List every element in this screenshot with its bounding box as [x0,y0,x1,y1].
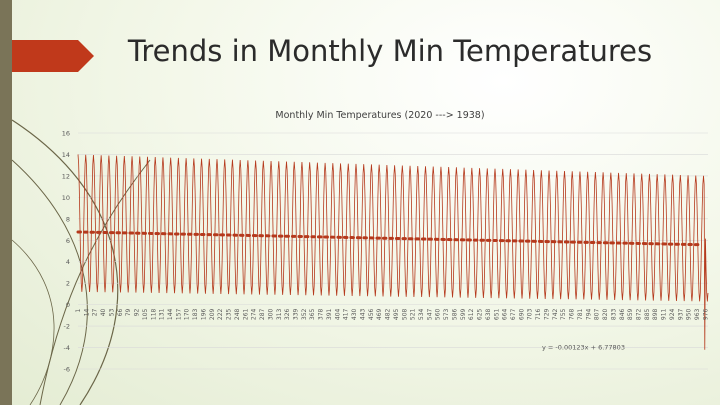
x-tick-label: 820 [602,308,609,320]
x-tick-label: 937 [677,308,684,320]
x-tick-label: 807 [594,308,601,320]
x-tick-label: 105 [142,308,149,320]
x-tick-label: 79 [125,308,132,316]
y-tick-label: -6 [64,366,70,374]
slide-title: Trends in Monthly Min Temperatures [127,34,653,68]
x-tick-label: 560 [435,308,442,320]
x-tick-label: 144 [167,308,174,320]
x-tick-label: 469 [376,308,383,320]
x-tick-label: 755 [560,308,567,320]
x-tick-label: 885 [644,308,651,320]
x-tick-label: 365 [309,308,316,320]
x-tick-label: 976 [702,308,709,320]
x-tick-label: 300 [267,308,274,320]
x-tick-label: 508 [401,308,408,320]
trendline [76,230,704,247]
y-tick-label: 12 [62,172,70,180]
x-tick-label: 963 [694,308,701,320]
chart-title: Monthly Min Temperatures (2020 ---> 1938… [275,110,485,121]
y-tick-label: 8 [66,215,70,223]
y-tick-label: 6 [66,237,70,245]
x-tick-label: 261 [242,308,249,320]
x-tick-label: 612 [468,308,475,320]
x-tick-label: 157 [175,308,182,320]
y-tick-label: -2 [64,323,70,331]
x-tick-label: 313 [276,308,283,320]
series-line [77,154,709,350]
trendline-equation: y = -0.00123x + 6.77803 [542,344,625,352]
x-tick-label: 677 [510,308,517,320]
x-tick-label: 378 [318,308,325,320]
x-tick-label: 235 [226,308,233,320]
x-tick-label: 664 [502,308,509,320]
x-tick-label: 716 [535,308,542,320]
x-tick-label: 417 [343,308,350,320]
x-tick-label: 794 [585,308,592,320]
x-tick-label: 690 [518,308,525,320]
x-tick-label: 456 [368,308,375,320]
y-tick-label: 10 [62,194,70,202]
x-tick-label: 404 [334,308,341,320]
x-tick-label: 495 [393,308,400,320]
y-tick-label: 14 [62,151,70,159]
x-tick-label: 859 [627,308,634,320]
x-tick-label: 625 [477,308,484,320]
x-tick-label: 573 [443,308,450,320]
y-tick-label: 16 [62,130,70,138]
x-tick-label: 911 [661,308,668,320]
x-tick-label: 40 [100,308,107,316]
x-tick-label: 742 [552,308,559,320]
x-tick-label: 209 [209,308,216,320]
y-tick-label: -4 [64,344,70,352]
x-tick-label: 352 [301,308,308,320]
x-tick-label: 482 [385,308,392,320]
x-tick-label: 846 [619,308,626,320]
x-tick-label: 586 [451,308,458,320]
x-tick-label: 274 [251,308,258,320]
x-tick-label: 287 [259,308,266,320]
x-tick-label: 66 [117,308,124,316]
x-tick-label: 430 [351,308,358,320]
x-tick-label: 53 [108,308,115,316]
x-tick-label: 768 [569,308,576,320]
title-ribbon [12,40,94,72]
x-tick-label: 703 [527,308,534,320]
x-tick-label: 92 [134,308,141,316]
x-tick-label: 248 [234,308,241,320]
x-tick-label: 729 [543,308,550,320]
x-tick-label: 131 [159,308,166,320]
x-tick-label: 170 [184,308,191,320]
y-tick-label: 0 [66,301,70,309]
x-tick-label: 222 [217,308,224,320]
x-tick-label: 196 [200,308,207,320]
x-tick-label: 27 [92,308,99,316]
x-tick-label: 950 [686,308,693,320]
x-tick-label: 14 [83,308,90,316]
x-tick-label: 1 [75,308,82,312]
x-tick-label: 547 [426,308,433,320]
x-tick-label: 339 [293,308,300,320]
x-tick-label: 924 [669,308,676,320]
x-tick-label: 391 [326,308,333,320]
x-tick-label: 118 [150,308,157,320]
x-tick-label: 781 [577,308,584,320]
x-tick-label: 833 [610,308,617,320]
x-tick-label: 443 [359,308,366,320]
x-tick-label: 898 [652,308,659,320]
y-tick-label: 4 [66,258,70,266]
x-tick-label: 638 [485,308,492,320]
x-tick-label: 326 [284,308,291,320]
side-band [0,0,12,405]
x-tick-label: 651 [493,308,500,320]
x-tick-label: 534 [418,308,425,320]
x-tick-label: 872 [636,308,643,320]
x-tick-label: 599 [460,308,467,320]
x-tick-label: 183 [192,308,199,320]
y-tick-label: 2 [66,280,70,288]
x-tick-label: 521 [410,308,417,320]
